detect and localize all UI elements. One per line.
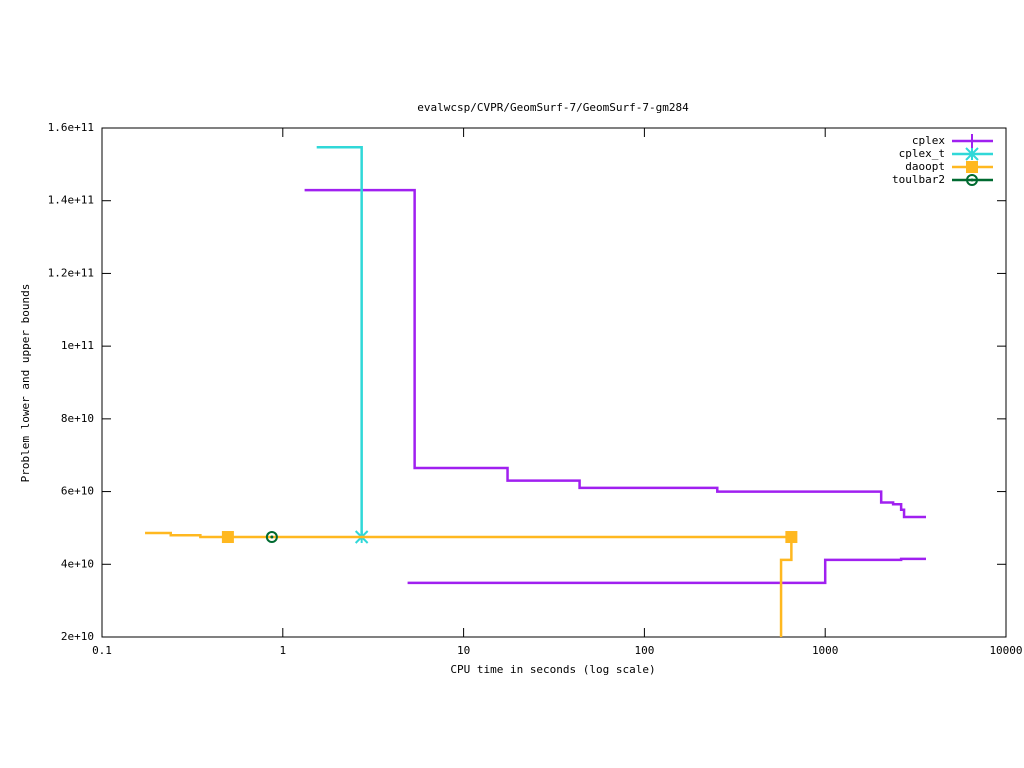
x-tick-label: 0.1 [92, 644, 112, 657]
legend-label: toulbar2 [892, 173, 945, 186]
marker-shape [965, 147, 979, 161]
marker-shape [785, 531, 798, 544]
series-line [316, 146, 363, 538]
x-tick-label: 100 [634, 644, 654, 657]
y-tick-label: 2e+10 [61, 630, 94, 643]
marker [221, 531, 234, 544]
legend-label: cplex [912, 134, 945, 147]
marker [785, 531, 798, 544]
marker-shape [966, 174, 978, 186]
plot-frame [101, 127, 1007, 638]
x-tick-label: 1 [279, 644, 286, 657]
y-tick-label: 1.6e+11 [48, 121, 94, 134]
y-tick-label: 1e+11 [61, 339, 94, 352]
y-tick-label: 8e+10 [61, 412, 94, 425]
legend-label: daoopt [905, 160, 945, 173]
x-tick-label: 10 [457, 644, 470, 657]
series-line [304, 188, 926, 519]
series-line [145, 531, 792, 539]
y-tick-label: 1.4e+11 [48, 194, 94, 207]
chart-title: evalwcsp/CVPR/GeomSurf-7/GeomSurf-7-gm28… [417, 101, 689, 114]
marker [966, 161, 978, 173]
series-line [407, 557, 926, 585]
y-tick-label: 1.2e+11 [48, 266, 94, 279]
series-line [779, 537, 793, 637]
marker [265, 531, 278, 544]
marker-shape [966, 161, 978, 173]
marker [965, 134, 979, 148]
x-axis-label: CPU time in seconds (log scale) [450, 663, 655, 676]
marker [966, 174, 978, 186]
x-tick-label: 10000 [989, 644, 1022, 657]
marker-shape [970, 178, 974, 182]
legend-label: cplex_t [899, 147, 945, 160]
x-tick-label: 1000 [812, 644, 839, 657]
y-axis-label: Problem lower and upper bounds [19, 284, 32, 483]
marker [965, 147, 979, 161]
y-tick-label: 4e+10 [61, 557, 94, 570]
y-tick-label: 6e+10 [61, 485, 94, 498]
marker-shape [221, 531, 234, 544]
marker-shape [270, 535, 274, 539]
marker-shape [265, 531, 278, 544]
marker-shape [965, 134, 979, 148]
